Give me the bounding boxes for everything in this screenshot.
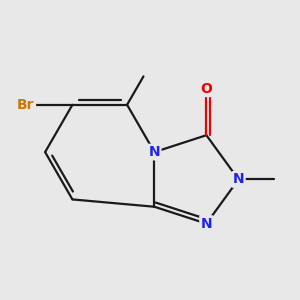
Text: O: O [200, 82, 212, 96]
Text: N: N [233, 172, 244, 186]
Text: Br: Br [17, 98, 35, 112]
Text: N: N [148, 145, 160, 159]
Text: N: N [201, 217, 212, 231]
